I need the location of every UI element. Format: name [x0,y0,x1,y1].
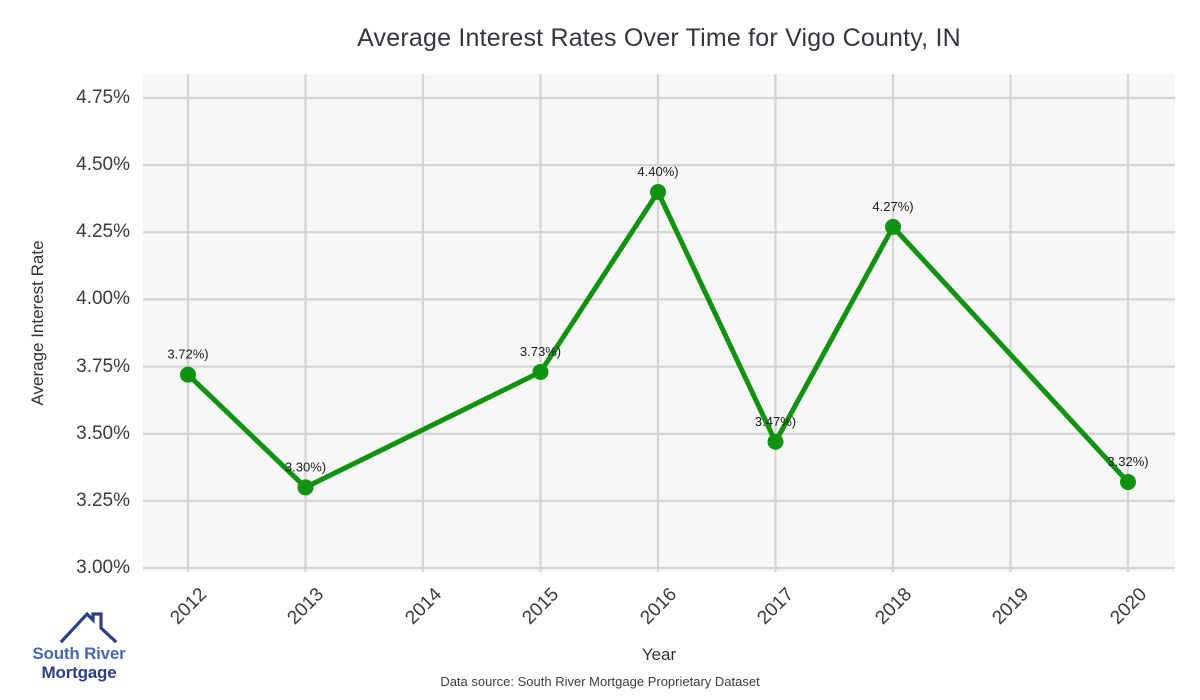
x-tick-label: 2019 [988,584,1034,629]
x-tick-label: 2015 [518,584,564,629]
y-axis-title: Average Interest Rate [28,240,47,406]
y-tick-label: 4.25% [76,221,130,243]
data-point [297,479,314,496]
y-tick-label: 4.50% [76,154,130,176]
y-tick-label: 3.25% [76,489,130,511]
plot-area: 3.72%) 3.30%) 3.73%) 4.40%) 3.47%) 4.27%) 3.32… [143,74,1175,572]
data-point [767,433,784,450]
x-tick-label: 2018 [871,584,916,629]
data-point-label: 3.73%) [520,344,561,359]
x-tick-label: 2013 [283,584,329,629]
logo-text-line1: South River [32,644,126,663]
company-logo: South River Mortgage [23,610,135,682]
y-tick-label: 4.00% [76,288,130,310]
data-point [1120,474,1136,491]
chart-title: Average Interest Rates Over Time for Vig… [357,24,961,52]
y-tick-label: 3.50% [76,422,130,444]
data-point [885,218,901,235]
data-point-label: 4.27%) [872,199,913,214]
x-tick-label: 2014 [401,584,446,629]
y-tick-label: 3.00% [76,557,130,578]
x-tick-label: 2017 [753,584,799,629]
x-axis-title: Year [641,645,677,664]
data-point-label: 3.47%) [755,414,796,429]
data-point [650,184,666,200]
data-point-label: 3.30%) [285,459,326,474]
house-roof-icon [60,611,118,644]
data-point-label: 3.72%) [167,347,208,362]
x-tick-label: 2012 [166,584,211,629]
data-point [532,363,549,380]
data-point-label: 4.40%) [637,164,678,179]
x-tick-label: 2016 [636,584,681,629]
data-point [180,366,196,383]
line-chart-canvas: 3.72%) 3.30%) 3.73%) 4.40%) 3.47%) 4.27%) 3.32… [143,74,1175,572]
data-source-note: Data source: South River Mortgage Propri… [440,674,760,689]
y-tick-label: 3.75% [76,355,130,377]
x-tick-label: 2020 [1106,584,1151,629]
logo-text-line2: Mortgage [41,663,117,682]
y-tick-label: 4.75% [76,87,130,108]
data-point-label: 3.32%) [1107,454,1148,469]
